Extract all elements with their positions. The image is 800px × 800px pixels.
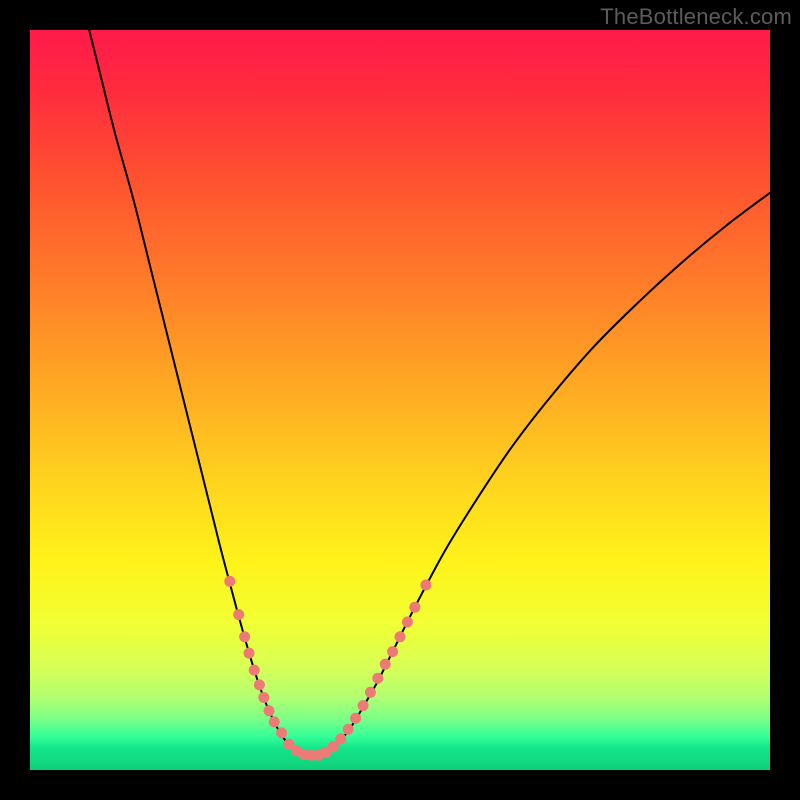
curve-marker (258, 692, 269, 703)
curve-marker (254, 679, 265, 690)
curve-marker (402, 617, 413, 628)
curve-marker (387, 646, 398, 657)
curve-marker (380, 659, 391, 670)
curve-marker (264, 705, 275, 716)
curve-marker (335, 733, 346, 744)
curve-marker (276, 728, 287, 739)
curve-marker (239, 631, 250, 642)
curve-marker (233, 609, 244, 620)
curve-marker (350, 713, 361, 724)
watermark-text: TheBottleneck.com (600, 4, 792, 30)
curve-marker (343, 724, 354, 735)
curve-marker (420, 580, 431, 591)
curve-marker (224, 576, 235, 587)
chart-svg (30, 30, 770, 770)
curve-marker (365, 687, 376, 698)
curve-marker (244, 648, 255, 659)
curve-marker (395, 631, 406, 642)
chart-background (30, 30, 770, 770)
curve-marker (269, 716, 280, 727)
chart-plot-area (30, 30, 770, 770)
curve-marker (409, 602, 420, 613)
curve-marker (372, 673, 383, 684)
curve-marker (249, 665, 260, 676)
curve-marker (358, 700, 369, 711)
